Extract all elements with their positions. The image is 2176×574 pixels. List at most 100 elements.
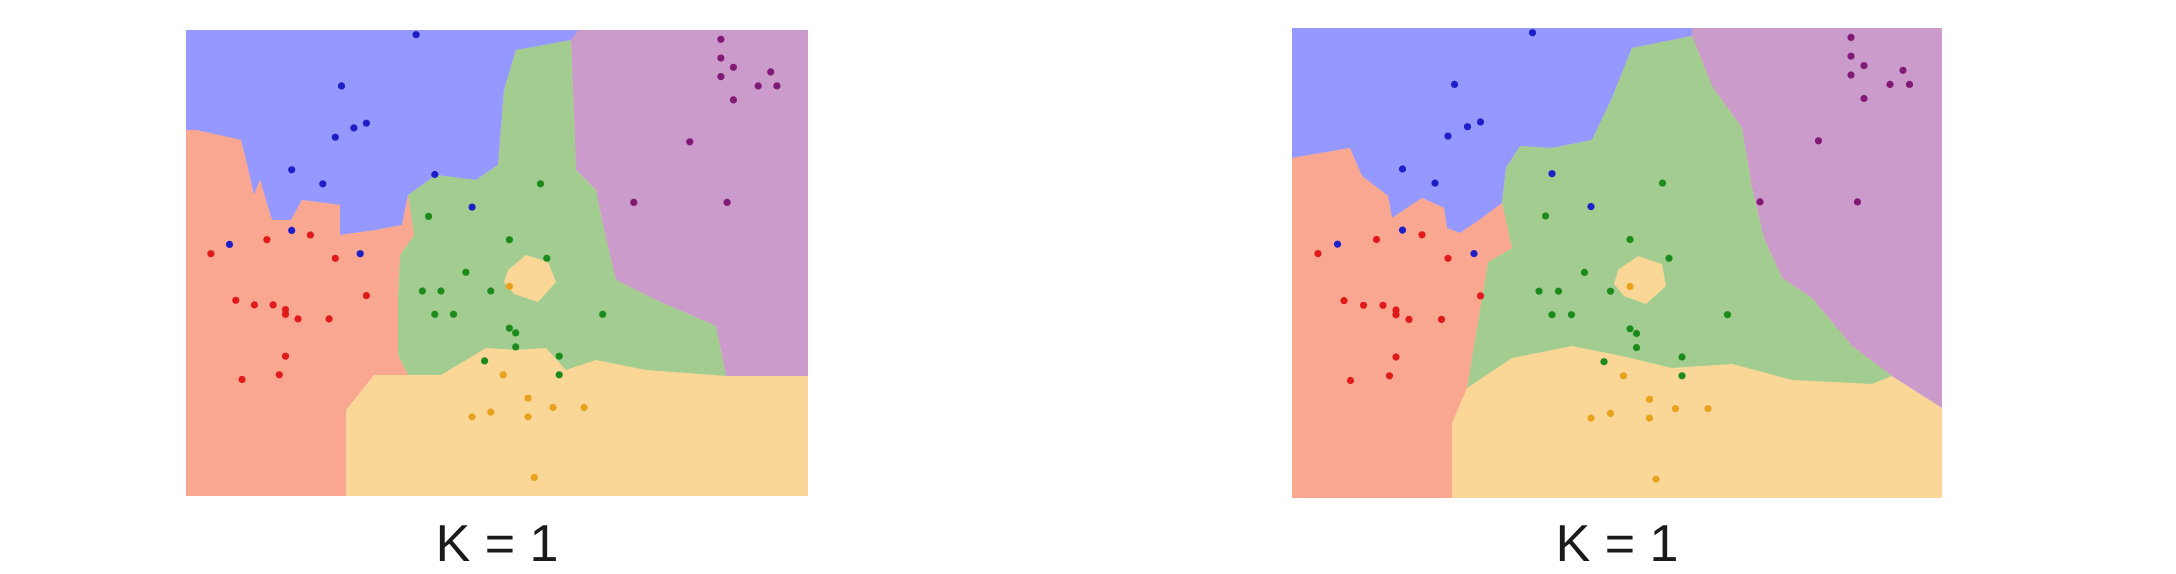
point-purple-2 bbox=[1860, 62, 1868, 70]
point-purple-1 bbox=[1847, 52, 1855, 60]
point-green-1 bbox=[1541, 212, 1550, 220]
point-blue-7 bbox=[431, 170, 439, 179]
point-green-15 bbox=[555, 352, 563, 360]
point-blue-2 bbox=[1476, 118, 1485, 126]
point-green-6 bbox=[418, 287, 426, 295]
k-caption-left: K = 1 bbox=[435, 515, 559, 573]
point-green-0 bbox=[1658, 179, 1667, 187]
decision-regions-plot-right bbox=[1292, 28, 1942, 498]
point-red-12 bbox=[1392, 353, 1400, 361]
point-red-4 bbox=[1340, 297, 1348, 305]
point-red-14 bbox=[1346, 376, 1355, 385]
point-orange-7 bbox=[1587, 414, 1595, 422]
point-blue-5 bbox=[1398, 165, 1407, 173]
points-layer bbox=[1314, 29, 1914, 483]
point-green-10 bbox=[1626, 325, 1634, 333]
point-red-11 bbox=[1476, 292, 1485, 300]
point-red-3 bbox=[1444, 254, 1452, 262]
point-red-9 bbox=[1405, 315, 1413, 323]
point-purple-6 bbox=[773, 82, 781, 90]
point-green-16 bbox=[1678, 372, 1686, 380]
point-purple-8 bbox=[686, 138, 694, 146]
point-orange-1 bbox=[1619, 372, 1628, 380]
knn-panel-right: K = 1 bbox=[1292, 0, 1942, 573]
point-purple-9 bbox=[1756, 198, 1764, 206]
point-green-5 bbox=[1554, 287, 1563, 295]
k-caption-right: K = 1 bbox=[1555, 515, 1679, 573]
point-green-14 bbox=[1600, 358, 1608, 366]
point-orange-2 bbox=[524, 394, 532, 402]
point-green-4 bbox=[1580, 268, 1589, 276]
point-red-13 bbox=[1385, 372, 1394, 380]
point-purple-1 bbox=[717, 54, 725, 62]
point-purple-4 bbox=[1847, 71, 1855, 79]
point-blue-11 bbox=[356, 250, 364, 258]
point-purple-8 bbox=[1814, 137, 1823, 145]
point-purple-3 bbox=[767, 68, 775, 76]
point-blue-5 bbox=[288, 166, 296, 174]
point-red-6 bbox=[1379, 301, 1387, 309]
point-orange-4 bbox=[524, 413, 532, 421]
point-red-5 bbox=[1359, 301, 1368, 309]
point-orange-0 bbox=[505, 282, 513, 290]
point-purple-0 bbox=[1847, 33, 1855, 41]
point-green-1 bbox=[425, 212, 433, 220]
point-blue-7 bbox=[1548, 170, 1556, 178]
point-blue-1 bbox=[337, 82, 346, 90]
point-blue-11 bbox=[1470, 250, 1478, 258]
point-purple-4 bbox=[717, 73, 725, 81]
point-red-8 bbox=[1392, 311, 1400, 319]
point-orange-3 bbox=[487, 408, 495, 416]
point-blue-3 bbox=[331, 133, 339, 141]
point-green-3 bbox=[1665, 254, 1673, 262]
point-red-12 bbox=[281, 352, 290, 360]
point-purple-10 bbox=[723, 198, 731, 206]
point-purple-10 bbox=[1853, 198, 1862, 206]
point-blue-0 bbox=[412, 31, 420, 39]
point-green-13 bbox=[1632, 344, 1641, 352]
point-green-12 bbox=[512, 329, 520, 337]
point-orange-7 bbox=[468, 413, 476, 421]
point-green-13 bbox=[512, 343, 520, 351]
point-purple-7 bbox=[729, 96, 738, 104]
region-orange-island bbox=[1614, 256, 1666, 304]
point-green-8 bbox=[1548, 311, 1556, 319]
point-red-4 bbox=[232, 296, 240, 304]
point-blue-6 bbox=[319, 180, 327, 188]
point-blue-0 bbox=[1528, 29, 1537, 37]
point-red-1 bbox=[263, 236, 271, 244]
point-green-11 bbox=[599, 310, 607, 318]
region-green bbox=[1467, 36, 1892, 388]
point-purple-5 bbox=[754, 82, 762, 90]
point-orange-0 bbox=[1626, 282, 1634, 291]
point-blue-9 bbox=[1398, 226, 1407, 234]
point-blue-9 bbox=[288, 226, 296, 234]
knn-panel-left: K = 1 bbox=[186, 0, 808, 573]
point-red-0 bbox=[1314, 250, 1322, 258]
point-green-3 bbox=[543, 254, 551, 262]
point-green-0 bbox=[536, 180, 545, 188]
point-orange-5 bbox=[1671, 405, 1680, 413]
point-blue-4 bbox=[1463, 123, 1472, 131]
point-red-8 bbox=[281, 310, 290, 318]
point-blue-10 bbox=[225, 240, 234, 248]
point-red-13 bbox=[275, 371, 283, 379]
point-blue-8 bbox=[1587, 203, 1595, 211]
point-green-10 bbox=[505, 324, 513, 332]
point-orange-4 bbox=[1645, 414, 1654, 422]
point-red-2 bbox=[306, 231, 314, 239]
point-green-5 bbox=[437, 287, 445, 295]
point-blue-4 bbox=[350, 124, 358, 132]
point-purple-9 bbox=[630, 198, 638, 206]
point-orange-6 bbox=[580, 403, 588, 412]
point-purple-6 bbox=[1905, 80, 1914, 88]
point-green-7 bbox=[487, 287, 495, 295]
point-green-7 bbox=[1606, 287, 1615, 295]
point-green-12 bbox=[1632, 329, 1641, 338]
point-purple-3 bbox=[1899, 66, 1907, 74]
point-orange-5 bbox=[549, 403, 557, 412]
point-orange-1 bbox=[499, 371, 507, 379]
region-blue bbox=[186, 30, 578, 235]
point-green-14 bbox=[481, 357, 489, 365]
region-purple bbox=[1692, 28, 1942, 408]
